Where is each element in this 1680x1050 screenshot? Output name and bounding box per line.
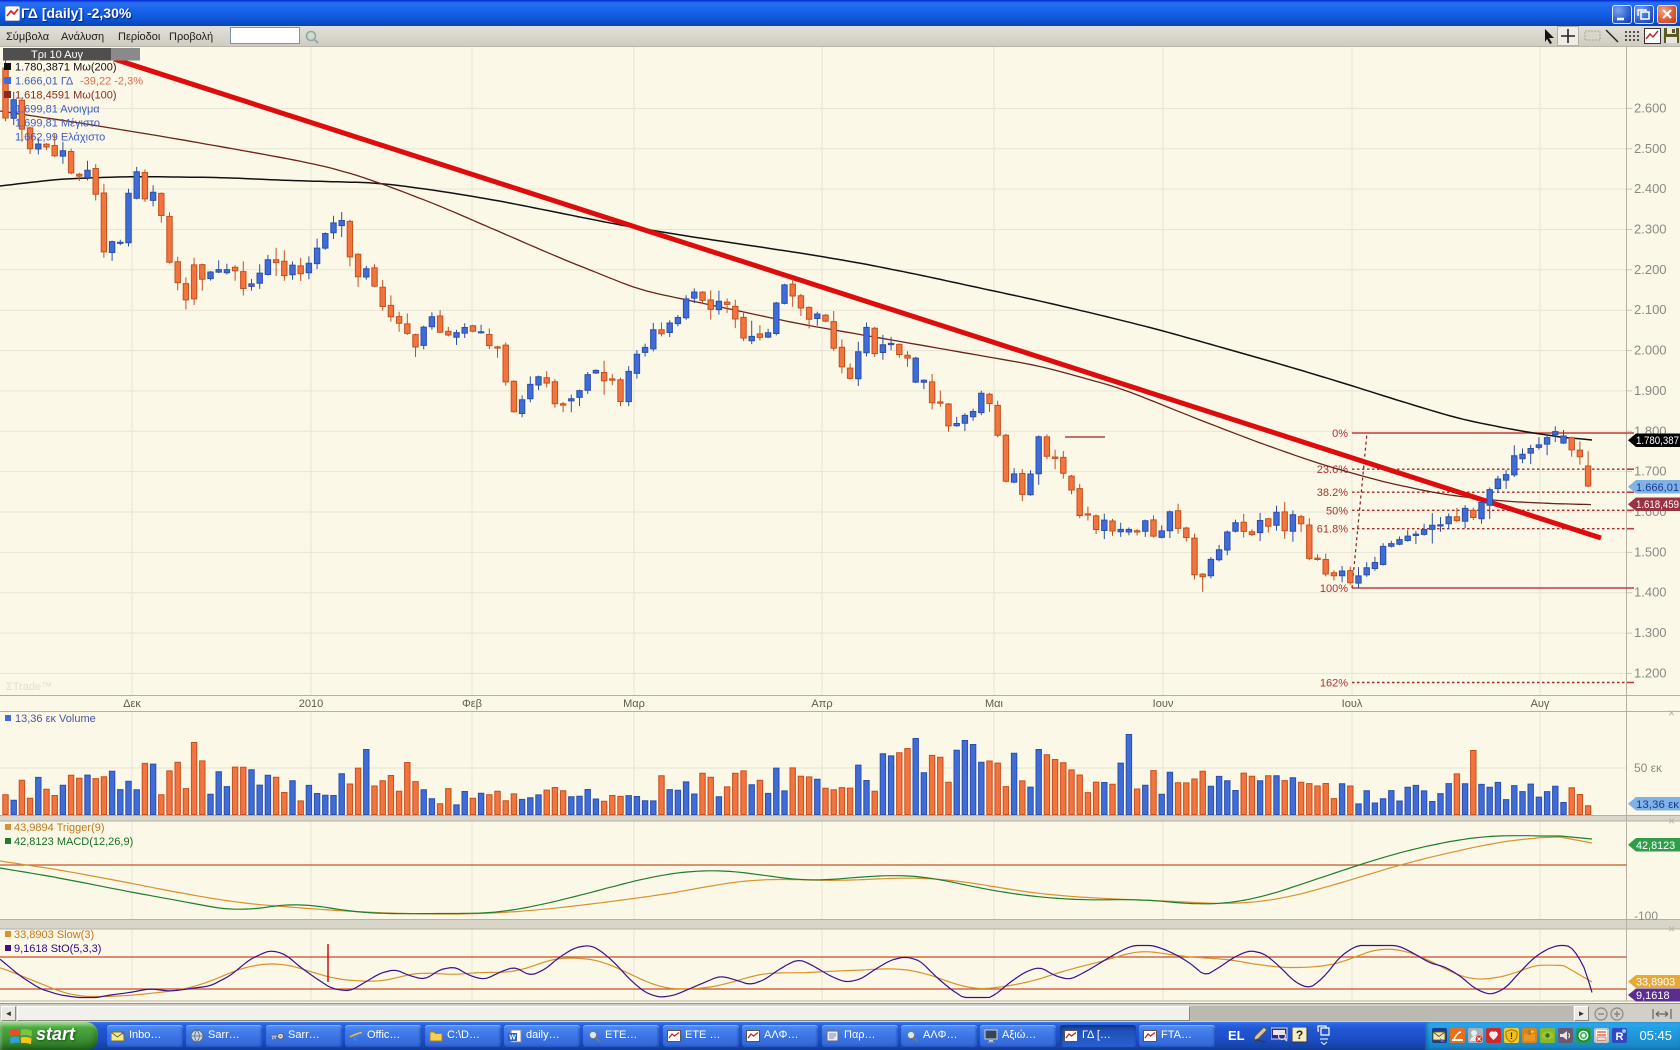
svg-text:2.400: 2.400	[1634, 181, 1667, 196]
svg-text:2.500: 2.500	[1634, 141, 1667, 156]
svg-text:Φεβ: Φεβ	[462, 698, 482, 710]
svg-text:W: W	[509, 1035, 516, 1042]
svg-text:×: ×	[1668, 706, 1675, 720]
svg-text:162%: 162%	[1320, 678, 1348, 690]
svg-text:Απρ: Απρ	[811, 698, 832, 710]
svg-text:Μαρ: Μαρ	[623, 698, 645, 710]
svg-text:1.400: 1.400	[1634, 585, 1667, 600]
svg-text:e: e	[353, 1029, 359, 1043]
svg-text:2.600: 2.600	[1634, 100, 1667, 115]
svg-text:61.8%: 61.8%	[1317, 524, 1348, 536]
svg-text:100%: 100%	[1320, 583, 1348, 595]
svg-text:×: ×	[1668, 922, 1675, 936]
svg-text:Δεκ: Δεκ	[123, 698, 141, 710]
svg-text:9,1618 StO(5,3,3): 9,1618 StO(5,3,3)	[14, 943, 101, 955]
svg-text:1.900: 1.900	[1634, 383, 1667, 398]
svg-text:1.662,99 Ελάχιστο: 1.662,99 Ελάχιστο	[15, 132, 105, 144]
svg-text:0%: 0%	[1332, 428, 1348, 440]
svg-text:2.300: 2.300	[1634, 221, 1667, 236]
svg-text:Τρι 10 Αυγ: Τρι 10 Αυγ	[31, 49, 84, 61]
svg-text:1.666,01: 1.666,01	[1636, 482, 1679, 494]
svg-text:13,36 εκ Volume: 13,36 εκ Volume	[15, 713, 96, 725]
svg-text:38.2%: 38.2%	[1317, 487, 1348, 499]
svg-text:1.300: 1.300	[1634, 625, 1667, 640]
svg-text:2.200: 2.200	[1634, 262, 1667, 277]
svg-text:50 εκ: 50 εκ	[1634, 761, 1663, 775]
svg-text:1.666,01 ΓΔ: 1.666,01 ΓΔ	[15, 76, 74, 88]
svg-text:1.500: 1.500	[1634, 544, 1667, 559]
svg-text:Ιουλ: Ιουλ	[1342, 698, 1363, 710]
svg-text:33,8903: 33,8903	[1636, 977, 1675, 989]
svg-text:R: R	[1616, 1031, 1624, 1043]
svg-text:1.780,3871 Μω(200): 1.780,3871 Μω(200)	[15, 62, 117, 74]
svg-text:42,8123 MACD(12,26,9): 42,8123 MACD(12,26,9)	[14, 836, 133, 848]
svg-text:33,8903 Slow(3): 33,8903 Slow(3)	[14, 929, 94, 941]
svg-text:23.6%: 23.6%	[1317, 464, 1348, 476]
svg-text:!: !	[1510, 1031, 1513, 1041]
svg-text:13,36 εκ: 13,36 εκ	[1636, 799, 1680, 811]
svg-text:2010: 2010	[299, 698, 323, 710]
svg-text:1.618,459: 1.618,459	[1636, 499, 1679, 511]
svg-text:50%: 50%	[1326, 505, 1348, 517]
svg-text:1.700: 1.700	[1634, 464, 1667, 479]
svg-text:1.699,81 Ανοιγμα: 1.699,81 Ανοιγμα	[15, 104, 100, 116]
svg-text:-39,22 -2,3%: -39,22 -2,3%	[80, 76, 143, 88]
svg-text:1.780,387: 1.780,387	[1636, 435, 1679, 447]
svg-text:43,9894 Trigger(9): 43,9894 Trigger(9)	[14, 822, 105, 834]
svg-text:2.000: 2.000	[1634, 343, 1667, 358]
svg-text:9,1618: 9,1618	[1636, 990, 1670, 1002]
svg-text:1.618,4591 Μω(100): 1.618,4591 Μω(100)	[15, 90, 117, 102]
svg-text:1.699,81 Μέγιστο: 1.699,81 Μέγιστο	[15, 118, 100, 130]
svg-text:1.200: 1.200	[1634, 665, 1667, 680]
svg-text:Αυγ: Αυγ	[1531, 698, 1550, 710]
svg-text:2.100: 2.100	[1634, 302, 1667, 317]
svg-text:Μαι: Μαι	[985, 698, 1004, 710]
svg-text:?: ?	[1296, 1028, 1303, 1042]
svg-text:42,8123: 42,8123	[1636, 840, 1675, 852]
svg-text:ΣTrade™: ΣTrade™	[6, 681, 52, 693]
svg-text:Ιουν: Ιουν	[1153, 698, 1174, 710]
svg-text:×: ×	[1668, 814, 1675, 828]
svg-text:-100: -100	[1634, 909, 1658, 923]
